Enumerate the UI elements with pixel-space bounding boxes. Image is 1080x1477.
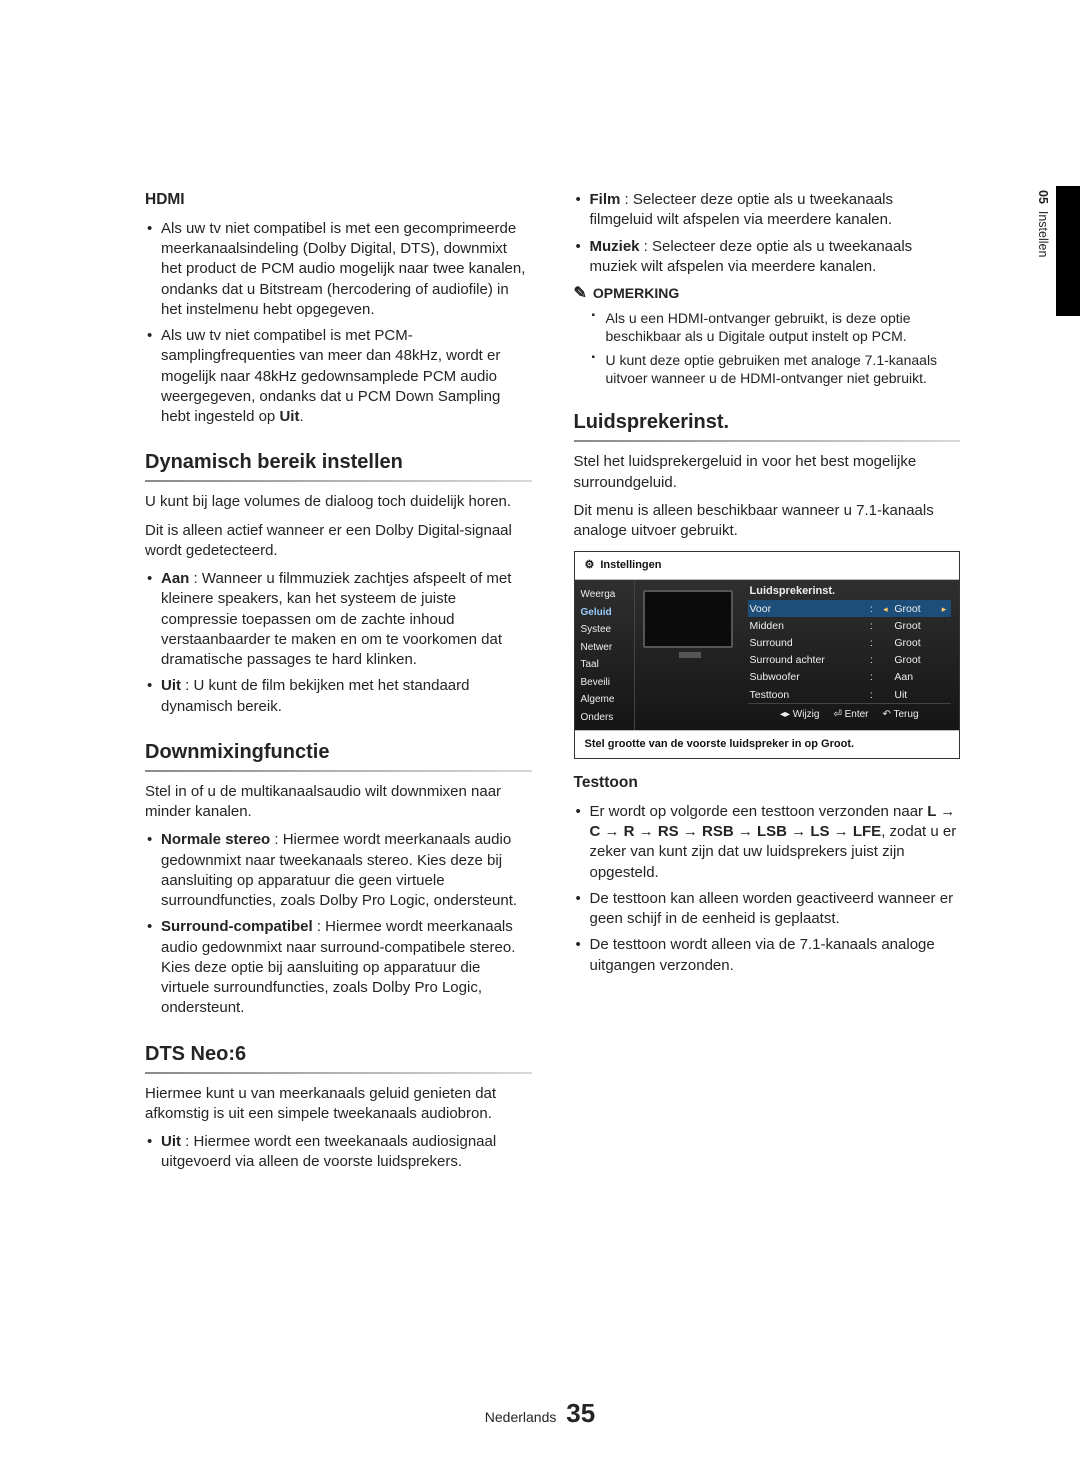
thumb-tab [1056, 186, 1080, 316]
gear-icon: ⚙ [585, 558, 595, 573]
dts-rule [145, 1072, 532, 1074]
settings-row[interactable]: Voor:◂Groot▸ [748, 600, 952, 617]
hint-wijzig: ◂▸ Wijzig [780, 708, 819, 722]
manual-page: 05 Instellen HDMI Als uw tv niet compati… [0, 0, 1080, 1477]
hdmi-item-1: Als uw tv niet compatibel is met een gec… [145, 219, 532, 320]
chapter-label: 05 Instellen [1036, 190, 1050, 257]
tt-3: De testtoon wordt alleen via de 7.1-kana… [574, 935, 961, 976]
hdmi-heading: HDMI [145, 190, 532, 211]
dyn-rule [145, 480, 532, 482]
sp-p2: Dit menu is alleen beschikbaar wanneer u… [574, 501, 961, 542]
chapter-title: Instellen [1036, 211, 1050, 258]
dts-list: Uit : Hiermee wordt een tweekanaals audi… [145, 1132, 532, 1173]
note-heading: ✎OPMERKING [574, 283, 961, 305]
settings-sidebar: Weerga Geluid Systee Netwer Taal Beveili… [575, 580, 635, 730]
dts-p1: Hiermee kunt u van meerkanaals geluid ge… [145, 1084, 532, 1125]
tt-1: Er wordt op volgorde een testtoon verzon… [574, 802, 961, 883]
settings-row[interactable]: Midden:Groot [748, 617, 952, 634]
right-column: Film : Selecteer deze optie als u tweeka… [574, 190, 961, 1179]
note-list: Als u een HDMI-ontvanger gebruikt, is de… [592, 309, 961, 388]
sb-geluid[interactable]: Geluid [579, 604, 630, 622]
settings-body: Luidsprekerinst. Weerga Geluid Systee Ne… [575, 580, 960, 730]
dm-heading: Downmixingfunctie [145, 739, 532, 766]
sb-algeme[interactable]: Algeme [579, 691, 630, 709]
dm-list: Normale stereo : Hiermee wordt meerkanaa… [145, 830, 532, 1018]
footer-lang: Nederlands [485, 1409, 557, 1425]
dyn-p2: Dit is alleen actief wanneer er een Dolb… [145, 521, 532, 562]
note-2: U kunt deze optie gebruiken met analoge … [592, 351, 961, 387]
hdmi-list: Als uw tv niet compatibel is met een gec… [145, 219, 532, 428]
left-column: HDMI Als uw tv niet compatibel is met ee… [145, 190, 532, 1179]
sb-netwer[interactable]: Netwer [579, 639, 630, 657]
dm-sc: Surround-compatibel : Hiermee wordt meer… [145, 917, 532, 1018]
tv-icon [643, 590, 733, 648]
settings-titlebar: ⚙Instellingen [575, 552, 960, 580]
dyn-p1: U kunt bij lage volumes de dialoog toch … [145, 492, 532, 512]
right-top-list: Film : Selecteer deze optie als u tweeka… [574, 190, 961, 277]
dyn-list: Aan : Wanneer u filmmuziek zachtjes afsp… [145, 569, 532, 717]
dyn-uit: Uit : U kunt de film bekijken met het st… [145, 676, 532, 717]
settings-row[interactable]: Surround achter:Groot [748, 652, 952, 669]
tt-list: Er wordt op volgorde een testtoon verzon… [574, 802, 961, 976]
sp-p1: Stel het luidsprekergeluid in voor het b… [574, 452, 961, 493]
chapter-num: 05 [1036, 190, 1050, 204]
settings-menu: Voor:◂Groot▸Midden:GrootSurround:GrootSu… [740, 580, 960, 730]
sb-beveili[interactable]: Beveili [579, 674, 630, 692]
muziek-item: Muziek : Selecteer deze optie als u twee… [574, 237, 961, 278]
settings-row[interactable]: Testtoon:Uit [748, 686, 952, 703]
settings-preview [635, 580, 740, 730]
settings-row[interactable]: Surround:Groot [748, 635, 952, 652]
sb-onders[interactable]: Onders [579, 709, 630, 727]
hdmi-item-2: Als uw tv niet compatibel is met PCM-sam… [145, 326, 532, 427]
note-1: Als u een HDMI-ontvanger gebruikt, is de… [592, 309, 961, 345]
dyn-heading: Dynamisch bereik instellen [145, 449, 532, 476]
sp-rule [574, 440, 961, 442]
settings-hint: ◂▸ Wijzig ⏎ Enter ↶ Terug [748, 703, 952, 726]
sb-systee[interactable]: Systee [579, 621, 630, 639]
dm-rule [145, 770, 532, 772]
hint-terug: ↶ Terug [883, 708, 919, 722]
note-icon: ✎ [574, 283, 587, 305]
dyn-aan: Aan : Wanneer u filmmuziek zachtjes afsp… [145, 569, 532, 670]
dm-ns: Normale stereo : Hiermee wordt meerkanaa… [145, 830, 532, 911]
settings-panel-title: Luidsprekerinst. [750, 584, 836, 599]
hint-enter: ⏎ Enter [833, 708, 868, 722]
dts-heading: DTS Neo:6 [145, 1041, 532, 1068]
dts-uit: Uit : Hiermee wordt een tweekanaals audi… [145, 1132, 532, 1173]
sb-weerga[interactable]: Weerga [579, 586, 630, 604]
tt-2: De testtoon kan alleen worden geactiveer… [574, 889, 961, 930]
page-footer: Nederlands 35 [0, 1398, 1080, 1429]
tt-heading: Testtoon [574, 773, 961, 794]
sb-taal[interactable]: Taal [579, 656, 630, 674]
dm-p1: Stel in of u de multikanaalsaudio wilt d… [145, 782, 532, 823]
film-item: Film : Selecteer deze optie als u tweeka… [574, 190, 961, 231]
settings-row[interactable]: Subwoofer:Aan [748, 669, 952, 686]
sp-heading: Luidsprekerinst. [574, 409, 961, 436]
settings-caption: Stel grootte van de voorste luidspreker … [575, 730, 960, 758]
settings-screenshot: ⚙Instellingen Luidsprekerinst. Weerga Ge… [574, 551, 961, 759]
page-number: 35 [566, 1398, 595, 1428]
